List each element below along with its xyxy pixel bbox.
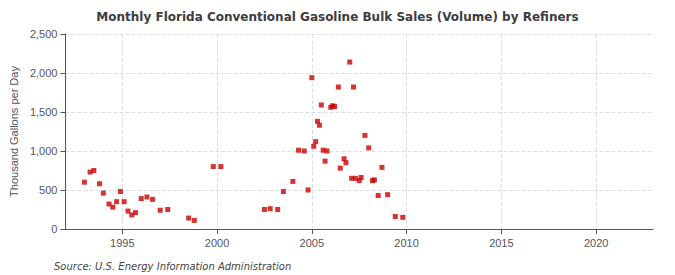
svg-text:1,000: 1,000 [30, 145, 58, 157]
svg-text:2005: 2005 [300, 237, 324, 249]
svg-text:2010: 2010 [394, 237, 418, 249]
svg-text:Source: U.S. Energy Informatio: Source: U.S. Energy Information Administ… [54, 261, 291, 272]
svg-text:Thousand Gallons per Day: Thousand Gallons per Day [8, 66, 20, 197]
svg-text:1,500: 1,500 [30, 106, 58, 118]
svg-text:2000: 2000 [205, 237, 229, 249]
svg-text:2015: 2015 [489, 237, 513, 249]
svg-text:0: 0 [51, 223, 57, 235]
svg-text:Monthly Florida Conventional G: Monthly Florida Conventional Gasoline Bu… [96, 10, 578, 24]
svg-text:2,500: 2,500 [30, 28, 58, 40]
svg-text:500: 500 [39, 184, 57, 196]
svg-text:2020: 2020 [584, 237, 608, 249]
svg-text:2,000: 2,000 [30, 67, 58, 79]
svg-text:1995: 1995 [110, 237, 134, 249]
